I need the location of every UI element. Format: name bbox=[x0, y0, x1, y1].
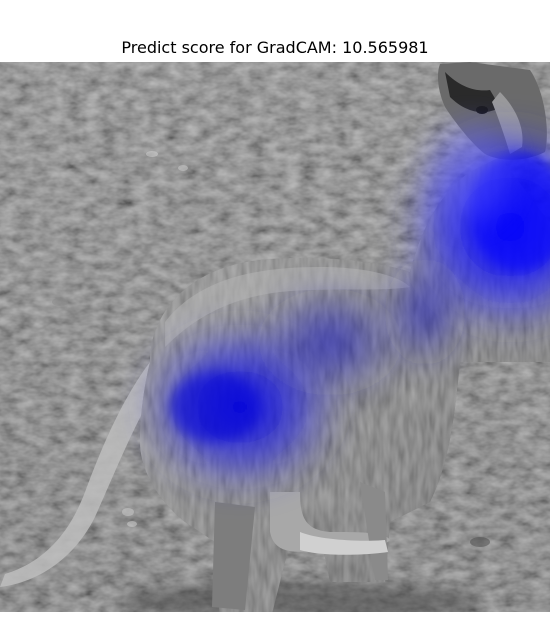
ground-shadow bbox=[120, 582, 480, 612]
dog-tail bbox=[0, 362, 160, 587]
figure-title: Predict score for GradCAM: 10.565981 bbox=[121, 38, 429, 57]
ground-pebbles bbox=[52, 151, 490, 547]
gradcam-overlay-image bbox=[0, 62, 550, 612]
gradcam-heatmap bbox=[135, 117, 550, 497]
gradcam-overlay-svg bbox=[0, 62, 550, 612]
